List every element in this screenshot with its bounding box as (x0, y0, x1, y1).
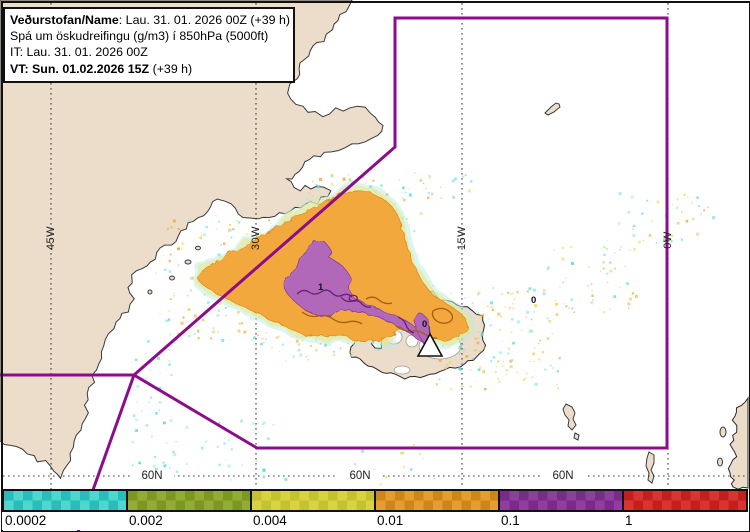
greenland-landmass (0, 0, 384, 480)
islet (169, 275, 175, 281)
legend-swatch-0.0002 (2, 489, 128, 512)
parallel-label-60n: 60N (541, 470, 585, 482)
info-line-it: IT: Lau. 31. 01. 2026 00Z (10, 45, 148, 60)
scotland-coast-strip (727, 396, 749, 490)
legend-label: 0.01 (377, 513, 404, 528)
legend-label: 1 (625, 513, 633, 528)
info-line-vt: VT: Sun. 01.02.2026 15Z (+39 h) (10, 61, 193, 76)
legend-color-band (2, 489, 748, 512)
contour-label-0: 0 (422, 319, 428, 330)
meridian-label-0w: 0W (662, 231, 674, 249)
contour-label-1: 1 (318, 282, 324, 293)
faroe-islands (562, 403, 577, 431)
legend-label: 0.002 (129, 513, 163, 528)
info-line-product: Spá um öskudreifingu (g/m3) í 850hPa (50… (10, 29, 269, 44)
islet (147, 289, 153, 295)
legend-swatch-0.002 (126, 489, 252, 512)
meridian-label-30w: 30W (250, 225, 262, 251)
parallel-label-60n: 60N (130, 470, 174, 482)
legend-label: 0.1 (501, 513, 520, 528)
legend-swatch-0.1 (498, 489, 624, 512)
legend-label: 0.0002 (5, 513, 47, 528)
islet (717, 457, 723, 467)
legend-label: 0.004 (253, 513, 287, 528)
parallel-label-60n: 60N (338, 470, 382, 482)
islet (195, 245, 201, 251)
volcano-marker (416, 325, 444, 357)
faroe-islet (573, 432, 580, 441)
islet (719, 426, 727, 438)
legend-swatch-0.01 (374, 489, 500, 512)
forecast-info-box: Veðurstofan/Name: Lau. 31. 01. 2026 00Z … (3, 7, 295, 83)
jan-mayen-island (544, 102, 561, 116)
info-line-issuer: Veðurstofan/Name: Lau. 31. 01. 2026 00Z … (10, 13, 290, 27)
legend-threshold-labels: 0.0002 0.002 0.004 0.01 0.1 1 (2, 512, 748, 530)
meridian-label-15w: 15W (456, 225, 468, 251)
concentration-legend: 0.0002 0.002 0.004 0.01 0.1 1 (2, 489, 748, 530)
legend-swatch-0.004 (250, 489, 376, 512)
meridian-label-45w: 45W (45, 225, 57, 251)
small-islands (147, 102, 727, 484)
contour-label-0: 0 (531, 295, 537, 306)
legend-swatch-1 (622, 489, 748, 512)
hebrides-islet (645, 451, 655, 484)
glacier (393, 365, 411, 375)
islet (184, 259, 192, 265)
contour-squiggles-high (296, 289, 415, 334)
